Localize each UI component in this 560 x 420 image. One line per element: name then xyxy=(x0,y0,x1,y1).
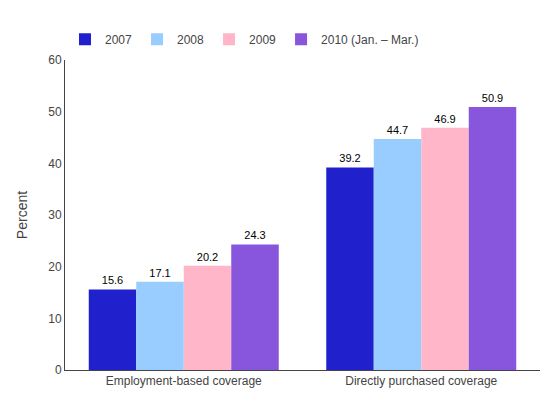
svg-text:Percent: Percent xyxy=(14,191,30,239)
svg-text:30: 30 xyxy=(48,208,62,222)
svg-text:Employment-based coverage: Employment-based coverage xyxy=(106,374,262,388)
svg-text:40: 40 xyxy=(48,157,62,171)
svg-text:2007: 2007 xyxy=(105,33,132,47)
svg-text:46.9: 46.9 xyxy=(434,113,455,125)
svg-text:20.2: 20.2 xyxy=(197,251,218,263)
svg-text:2009: 2009 xyxy=(249,33,276,47)
svg-text:17.1: 17.1 xyxy=(149,267,170,279)
svg-text:24.3: 24.3 xyxy=(244,229,265,241)
svg-text:2010 (Jan. – Mar.): 2010 (Jan. – Mar.) xyxy=(321,33,418,47)
svg-text:44.7: 44.7 xyxy=(387,124,408,136)
svg-text:15.6: 15.6 xyxy=(102,274,123,286)
svg-text:50.9: 50.9 xyxy=(482,92,503,104)
svg-text:60: 60 xyxy=(48,53,62,67)
svg-text:39.2: 39.2 xyxy=(339,152,360,164)
svg-text:20: 20 xyxy=(48,260,62,274)
svg-text:50: 50 xyxy=(48,105,62,119)
svg-text:10: 10 xyxy=(48,312,62,326)
svg-text:Directly purchased coverage: Directly purchased coverage xyxy=(345,374,497,388)
svg-text:0: 0 xyxy=(55,363,62,377)
svg-text:2008: 2008 xyxy=(177,33,204,47)
